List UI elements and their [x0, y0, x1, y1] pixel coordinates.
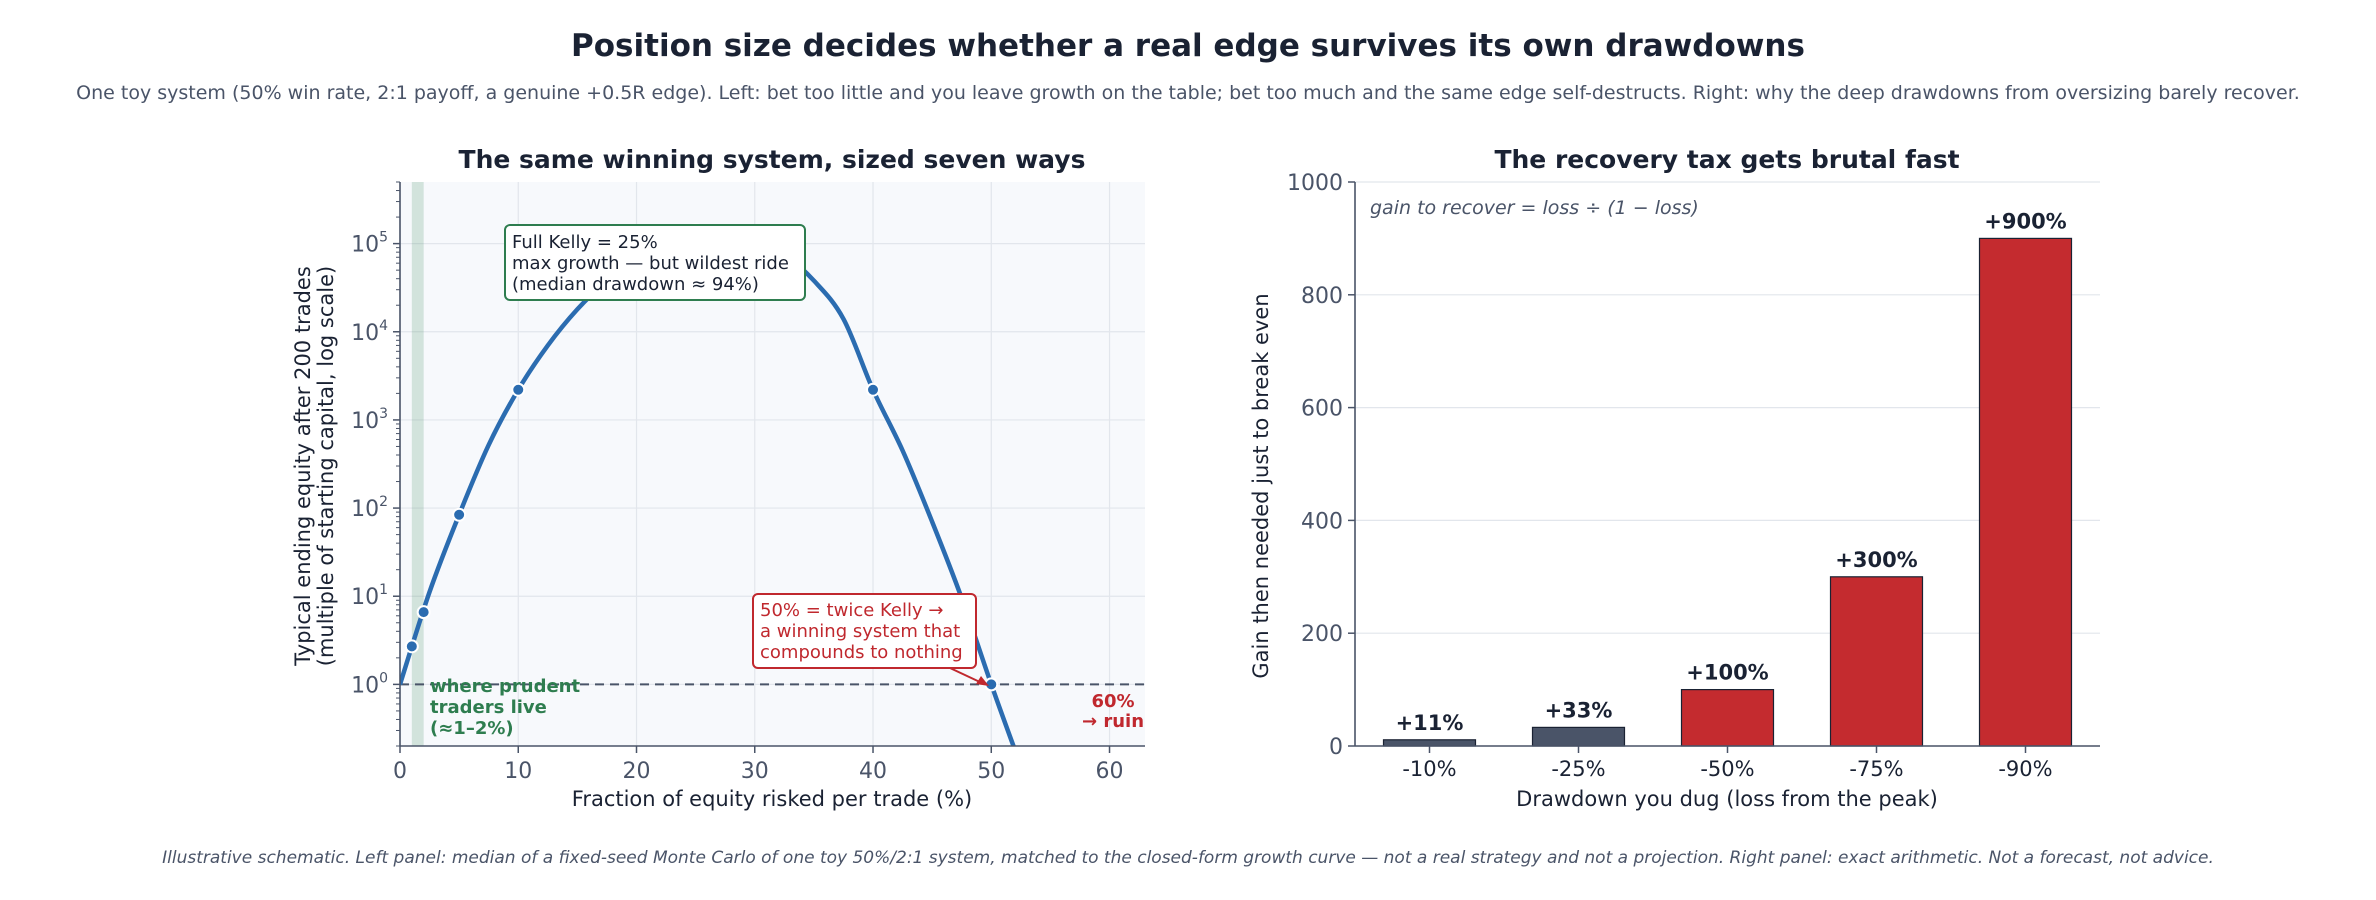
right-x-tick-label: -25% [1551, 757, 1605, 781]
left-y-tick-label: 104 [351, 318, 388, 346]
twice-kelly-line-2: a winning system that [760, 621, 960, 642]
right-x-tick-label: -50% [1700, 757, 1754, 781]
left-x-ticks: 0 10 20 30 40 50 60 [393, 746, 1124, 784]
recovery-bar [1531, 726, 1626, 747]
twice-kelly-arrow [949, 667, 983, 684]
page-title: Position size decides whether a real edg… [571, 28, 1805, 64]
left-y-tick-label: 100 [351, 670, 388, 698]
curve-marker [404, 639, 419, 654]
right-y-ticks: 0 200 400 600 800 1000 [1287, 171, 1355, 760]
recovery-value-label: +33% [1545, 698, 1613, 722]
right-y-axis-label: Gain then needed just to break even [1249, 293, 1273, 678]
recovery-value-label: +100% [1686, 661, 1768, 685]
ruin-label-line-2: → ruin [1082, 711, 1144, 732]
right-y-tick-label: 1000 [1287, 171, 1343, 196]
left-y-axis-label-line-2: (multiple of starting capital, log scale… [314, 266, 338, 666]
left-chart-title: The same winning system, sized seven way… [459, 145, 1086, 174]
right-x-tick-label: -10% [1402, 757, 1456, 781]
left-x-tick-label: 20 [623, 759, 651, 784]
left-x-tick-label: 50 [977, 759, 1005, 784]
left-x-tick-label: 40 [859, 759, 887, 784]
curve-marker [866, 382, 881, 397]
twice-kelly-line-1: 50% = twice Kelly → [760, 600, 943, 621]
right-y-tick-label: 800 [1301, 284, 1343, 309]
recovery-bar [1382, 739, 1477, 747]
right-chart-title: The recovery tax gets brutal fast [1494, 145, 1959, 174]
left-y-tick-label: 101 [351, 582, 388, 610]
twice-kelly-annotation-box [752, 593, 977, 669]
kelly-annotation-box [504, 224, 806, 301]
kelly-annotation-line-1: Full Kelly = 25% [512, 232, 658, 253]
left-x-axis-label: Fraction of equity risked per trade (%) [572, 787, 972, 811]
recovery-bar [1829, 576, 1924, 747]
prudent-label-line-1: where prudent [430, 676, 580, 697]
right-x-axis-label: Drawdown you dug (loss from the peak) [1516, 787, 1938, 811]
prudent-band [411, 182, 424, 746]
prudent-label-line-3: (≈1–2%) [430, 718, 514, 739]
right-x-tick-label: -75% [1849, 757, 1903, 781]
left-y-tick-label: 102 [351, 494, 388, 522]
left-panel: 0 10 20 30 40 50 60 100 101 102 103 104 105 Full Ke… [291, 145, 1145, 811]
twice-kelly-arrowhead [976, 676, 989, 686]
right-y-tick-label: 0 [1329, 735, 1343, 760]
right-x-ticks: -10% -25% -50% -75% -90% [1402, 746, 2053, 781]
kelly-annotation-line-3: (median drawdown ≈ 94%) [512, 274, 759, 295]
right-x-tick-label: -90% [1998, 757, 2052, 781]
left-y-axis-label-line-1: Typical ending equity after 200 trades [291, 266, 315, 667]
curve-marker [511, 382, 526, 397]
left-y-ticks: 100 101 102 103 104 105 [351, 181, 400, 747]
footnote: Illustrative schematic. Left panel: medi… [162, 848, 2214, 868]
right-y-tick-label: 400 [1301, 509, 1343, 534]
left-y-tick-label: 105 [351, 230, 388, 258]
right-y-tick-label: 600 [1301, 397, 1343, 422]
page-subtitle: One toy system (50% win rate, 2:1 payoff… [76, 82, 2300, 104]
left-x-tick-label: 10 [504, 759, 532, 784]
curve-marker [452, 507, 467, 522]
recovery-value-label: +11% [1396, 711, 1464, 735]
left-axes [399, 182, 1145, 747]
left-x-tick-label: 30 [741, 759, 769, 784]
right-y-tick-label: 200 [1301, 622, 1343, 647]
left-y-tick-label: 103 [351, 406, 388, 434]
kelly-annotation-line-2: max growth — but wildest ride [512, 253, 789, 274]
twice-kelly-line-3: compounds to nothing [760, 642, 963, 663]
recovery-value-label: +900% [1984, 209, 2066, 233]
ruin-label-line-1: 60% [1091, 691, 1134, 712]
curve-marker [416, 605, 431, 620]
recovery-bar [1680, 688, 1775, 747]
left-x-tick-label: 0 [393, 759, 407, 784]
prudent-label-line-2: traders live [430, 697, 547, 718]
recovery-value-label: +300% [1835, 548, 1917, 572]
recovery-bar [1978, 237, 2073, 747]
recovery-formula: gain to recover = loss ÷ (1 − loss) [1370, 197, 1699, 219]
left-x-tick-label: 60 [1096, 759, 1124, 784]
right-panel: +11% +33% +100% +300% +900% -10% -25% -50% -75%… [1249, 145, 2100, 811]
recovery-value-labels: +11% +33% +100% +300% +900% [1396, 209, 2067, 734]
